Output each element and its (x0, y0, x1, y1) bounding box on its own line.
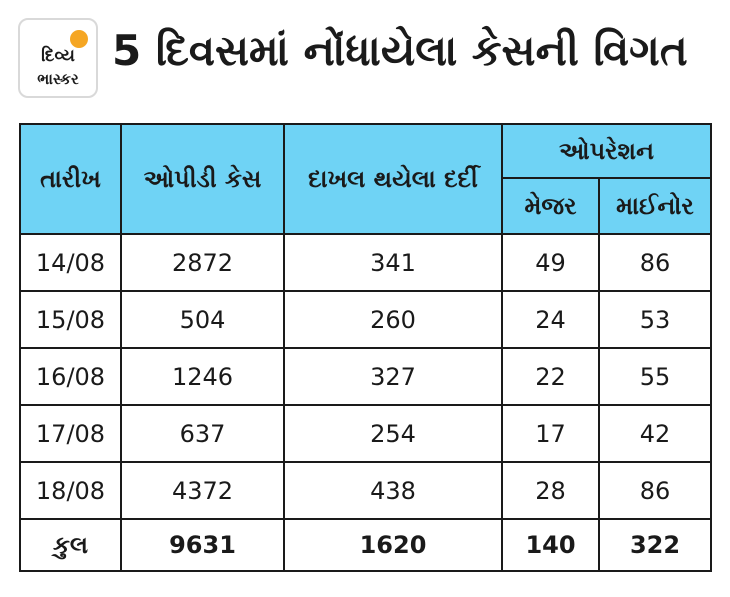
cell-major: 24 (501, 290, 600, 349)
cell-opd: 2872 (120, 233, 285, 292)
cell-opd: 4372 (120, 461, 285, 520)
total-major: 140 (501, 518, 600, 572)
cell-opd: 1246 (120, 347, 285, 406)
brand-logo: દિવ્ય ભાસ્કર (18, 18, 98, 98)
table-row: 16/08 1246 327 22 55 (19, 347, 712, 406)
header-major: મેજર (501, 177, 600, 235)
cell-admitted: 254 (283, 404, 503, 463)
header-opd: ઓપીડી કેસ (120, 123, 285, 235)
cases-table: તારીખ ઓપીડી કેસ દાખલ થયેલા દર્દી ઓપરેશન … (19, 123, 712, 572)
cell-minor: 53 (598, 290, 712, 349)
cell-minor: 86 (598, 461, 712, 520)
cell-minor: 42 (598, 404, 712, 463)
cell-major: 28 (501, 461, 600, 520)
cell-major: 17 (501, 404, 600, 463)
total-label: કુલ (19, 518, 122, 572)
total-opd: 9631 (120, 518, 285, 572)
page-title: 5 દિવસમાં નોંધાયેલા કેસની વિગત (112, 26, 688, 75)
cell-opd: 504 (120, 290, 285, 349)
cell-admitted: 260 (283, 290, 503, 349)
cell-admitted: 341 (283, 233, 503, 292)
total-row: કુલ 9631 1620 140 322 (19, 518, 712, 572)
cell-date: 16/08 (19, 347, 122, 406)
logo-line-1: દિવ્ય (41, 46, 75, 66)
cell-date: 15/08 (19, 290, 122, 349)
logo-line-2: ભાસ્કર (37, 70, 79, 88)
header-operation: ઓપરેશન (501, 123, 712, 179)
table-row: 15/08 504 260 24 53 (19, 290, 712, 349)
cell-major: 22 (501, 347, 600, 406)
header-admitted: દાખલ થયેલા દર્દી (283, 123, 503, 235)
cell-date: 14/08 (19, 233, 122, 292)
header-minor: માઈનોર (598, 177, 712, 235)
cell-admitted: 438 (283, 461, 503, 520)
cell-date: 17/08 (19, 404, 122, 463)
total-admitted: 1620 (283, 518, 503, 572)
cell-major: 49 (501, 233, 600, 292)
table-row: 14/08 2872 341 49 86 (19, 233, 712, 292)
header-date: તારીખ (19, 123, 122, 235)
table-row: 17/08 637 254 17 42 (19, 404, 712, 463)
sun-icon (70, 30, 88, 48)
total-minor: 322 (598, 518, 712, 572)
cell-minor: 86 (598, 233, 712, 292)
cell-minor: 55 (598, 347, 712, 406)
cell-opd: 637 (120, 404, 285, 463)
table-row: 18/08 4372 438 28 86 (19, 461, 712, 520)
cell-date: 18/08 (19, 461, 122, 520)
cell-admitted: 327 (283, 347, 503, 406)
